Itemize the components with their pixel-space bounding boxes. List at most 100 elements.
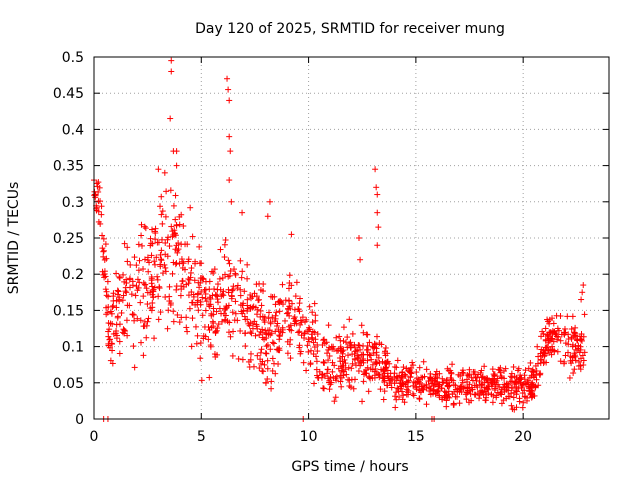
y-tick-label: 0.5: [62, 50, 84, 66]
data-point: [549, 343, 556, 350]
data-point: [248, 330, 255, 337]
data-point: [298, 319, 305, 326]
data-point: [370, 344, 377, 351]
peak-point: [161, 169, 168, 176]
data-point: [367, 366, 374, 373]
data-point: [237, 257, 244, 264]
data-point: [381, 348, 388, 355]
data-point: [206, 303, 213, 310]
data-point: [158, 236, 165, 243]
data-point: [470, 368, 477, 375]
data-point: [484, 376, 491, 383]
data-point: [222, 306, 229, 313]
data-point: [118, 309, 125, 316]
data-point: [225, 257, 232, 264]
data-point: [113, 328, 120, 335]
data-point: [540, 330, 547, 337]
peak-point: [266, 198, 273, 205]
data-point: [303, 367, 310, 374]
peak-point: [173, 162, 180, 169]
data-point: [272, 312, 279, 319]
data-point: [226, 260, 233, 267]
data-point: [435, 387, 442, 394]
data-point: [276, 333, 283, 340]
data-point: [459, 379, 466, 386]
data-point: [372, 358, 379, 365]
data-point: [247, 350, 254, 357]
data-point: [166, 243, 173, 250]
data-point: [157, 203, 164, 210]
data-point: [323, 370, 330, 377]
data-point: [208, 324, 215, 331]
chart-title: Day 120 of 2025, SRMTID for receiver mun…: [195, 21, 505, 37]
data-point: [380, 396, 387, 403]
data-point: [314, 348, 321, 355]
data-point: [197, 339, 204, 346]
data-point: [386, 377, 393, 384]
data-point: [482, 397, 489, 404]
data-point: [314, 331, 321, 338]
data-point: [113, 304, 120, 311]
data-point: [192, 260, 199, 267]
data-point: [102, 273, 109, 280]
data-point: [325, 357, 332, 364]
data-point: [264, 357, 271, 364]
data-point: [478, 367, 485, 374]
data-point: [329, 368, 336, 375]
data-point: [464, 372, 471, 379]
data-point: [340, 338, 347, 345]
data-point: [535, 382, 542, 389]
data-point: [214, 351, 221, 358]
data-point: [509, 406, 516, 413]
data-point: [232, 271, 239, 278]
y-tick-label: 0.3: [62, 195, 84, 211]
data-point: [202, 278, 209, 285]
data-point: [291, 314, 298, 321]
data-point: [292, 317, 299, 324]
data-point: [384, 358, 391, 365]
data-point: [157, 261, 164, 268]
data-point: [186, 276, 193, 283]
data-point: [399, 375, 406, 382]
data-point: [146, 259, 153, 266]
data-point: [189, 233, 196, 240]
data-point: [557, 358, 564, 365]
data-point: [154, 276, 161, 283]
data-point: [113, 270, 120, 277]
data-point: [456, 385, 463, 392]
data-point: [385, 373, 392, 380]
data-point: [399, 396, 406, 403]
data-point: [244, 296, 251, 303]
data-point: [256, 365, 263, 372]
data-point: [340, 347, 347, 354]
data-point: [518, 384, 525, 391]
data-point: [124, 244, 131, 251]
data-point: [503, 381, 510, 388]
data-point: [324, 366, 331, 373]
y-tick-label: 0.15: [53, 303, 84, 319]
data-point: [211, 266, 218, 273]
data-point: [416, 364, 423, 371]
data-point: [151, 335, 158, 342]
data-point: [147, 305, 154, 312]
data-point: [534, 343, 541, 350]
data-point: [106, 344, 113, 351]
data-point: [391, 363, 398, 370]
data-point: [265, 309, 272, 316]
data-point: [416, 395, 423, 402]
data-point: [544, 332, 551, 339]
data-point: [458, 388, 465, 395]
data-point: [198, 260, 205, 267]
data-point: [295, 329, 302, 336]
data-point: [154, 273, 161, 280]
data-point: [497, 390, 504, 397]
data-point: [409, 359, 416, 366]
data-point: [173, 221, 180, 228]
data-point: [212, 329, 219, 336]
data-point: [497, 369, 504, 376]
data-point: [220, 288, 227, 295]
data-point: [124, 302, 131, 309]
data-point: [199, 275, 206, 282]
data-point: [229, 352, 236, 359]
data-point: [360, 371, 367, 378]
